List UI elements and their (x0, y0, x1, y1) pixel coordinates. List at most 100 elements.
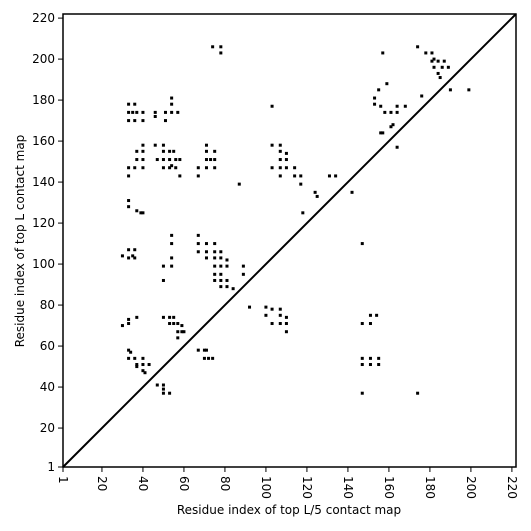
contact-point (389, 125, 393, 129)
contact-point (416, 391, 420, 395)
contact-point (196, 174, 200, 178)
contact-point (176, 322, 180, 326)
contact-point (278, 158, 282, 162)
contact-point (284, 322, 288, 326)
contact-point (432, 65, 436, 69)
contact-point (168, 391, 172, 395)
contact-point (131, 254, 135, 258)
contact-point (278, 313, 282, 317)
contact-point (368, 356, 372, 360)
contact-point (248, 305, 252, 309)
contact-point (161, 391, 165, 395)
contact-point (161, 158, 165, 162)
contact-point (278, 166, 282, 170)
contact-point (213, 278, 217, 282)
contact-point (278, 174, 282, 178)
contact-point (209, 158, 213, 162)
contact-point (120, 254, 124, 258)
contact-point (172, 149, 176, 153)
contact-point (204, 242, 208, 246)
contact-point (231, 287, 235, 291)
contact-point (141, 166, 145, 170)
contact-point (211, 45, 215, 49)
contact-point (141, 110, 145, 114)
contact-point (161, 315, 165, 319)
contact-point (204, 348, 208, 352)
contact-point (133, 356, 137, 360)
contact-point (368, 322, 372, 326)
contact-point (360, 363, 364, 367)
contact-point (196, 166, 200, 170)
contact-point (180, 324, 184, 328)
contact-point (204, 143, 208, 147)
contact-point (213, 250, 217, 254)
contact-point (176, 330, 180, 334)
contact-point (139, 211, 143, 215)
contact-point (141, 211, 145, 215)
contact-point (133, 166, 137, 170)
contact-point (278, 322, 282, 326)
contact-point (170, 102, 174, 106)
contact-point (430, 51, 434, 55)
contact-point (219, 45, 223, 49)
plot-frame (62, 13, 517, 468)
contact-point (133, 256, 137, 260)
contact-point (176, 110, 180, 114)
contact-point (133, 248, 137, 252)
contact-point (278, 143, 282, 147)
contact-point (270, 104, 274, 108)
contact-point (270, 322, 274, 326)
contact-point (301, 211, 305, 215)
contact-point (204, 158, 208, 162)
contact-point (155, 158, 159, 162)
contact-point (170, 164, 174, 168)
contact-point (284, 158, 288, 162)
contact-point (213, 242, 217, 246)
contact-point (168, 149, 172, 153)
contact-point (284, 166, 288, 170)
contact-point (446, 65, 450, 69)
contact-point (391, 123, 395, 127)
contact-point (161, 149, 165, 153)
contact-point (432, 57, 436, 61)
x-tick-label: 180 (423, 476, 437, 499)
contact-point (278, 307, 282, 311)
contact-point (135, 110, 139, 114)
contact-point (225, 258, 229, 262)
contact-point (225, 278, 229, 282)
contact-point (161, 278, 165, 282)
contact-point (219, 264, 223, 268)
x-tick-label: 20 (95, 476, 109, 491)
contact-point (163, 110, 167, 114)
contact-point (170, 96, 174, 100)
contact-point (368, 363, 372, 367)
x-tick-label: 100 (259, 476, 273, 499)
contact-point (284, 151, 288, 155)
contact-point (182, 330, 186, 334)
contact-point (161, 166, 165, 170)
contact-point (204, 250, 208, 254)
contact-point (204, 149, 208, 153)
contact-point (127, 256, 131, 260)
contact-point (264, 305, 268, 309)
contact-point (219, 285, 223, 289)
contact-point (127, 166, 131, 170)
contact-point (155, 383, 159, 387)
contact-point (127, 199, 131, 203)
contact-point (213, 149, 217, 153)
contact-point (293, 166, 297, 170)
x-tick-label: 40 (136, 476, 150, 491)
contact-point (313, 190, 317, 194)
contact-point (241, 264, 245, 268)
contact-point (141, 363, 145, 367)
y-axis-label: Residue index of top L contact map (13, 135, 27, 348)
contact-point (170, 256, 174, 260)
contact-point (424, 51, 428, 55)
contact-point (420, 94, 424, 98)
contact-point (178, 158, 182, 162)
contact-point (219, 256, 223, 260)
contact-point (153, 143, 157, 147)
x-tick-label: 80 (218, 476, 232, 491)
contact-point (430, 59, 434, 63)
